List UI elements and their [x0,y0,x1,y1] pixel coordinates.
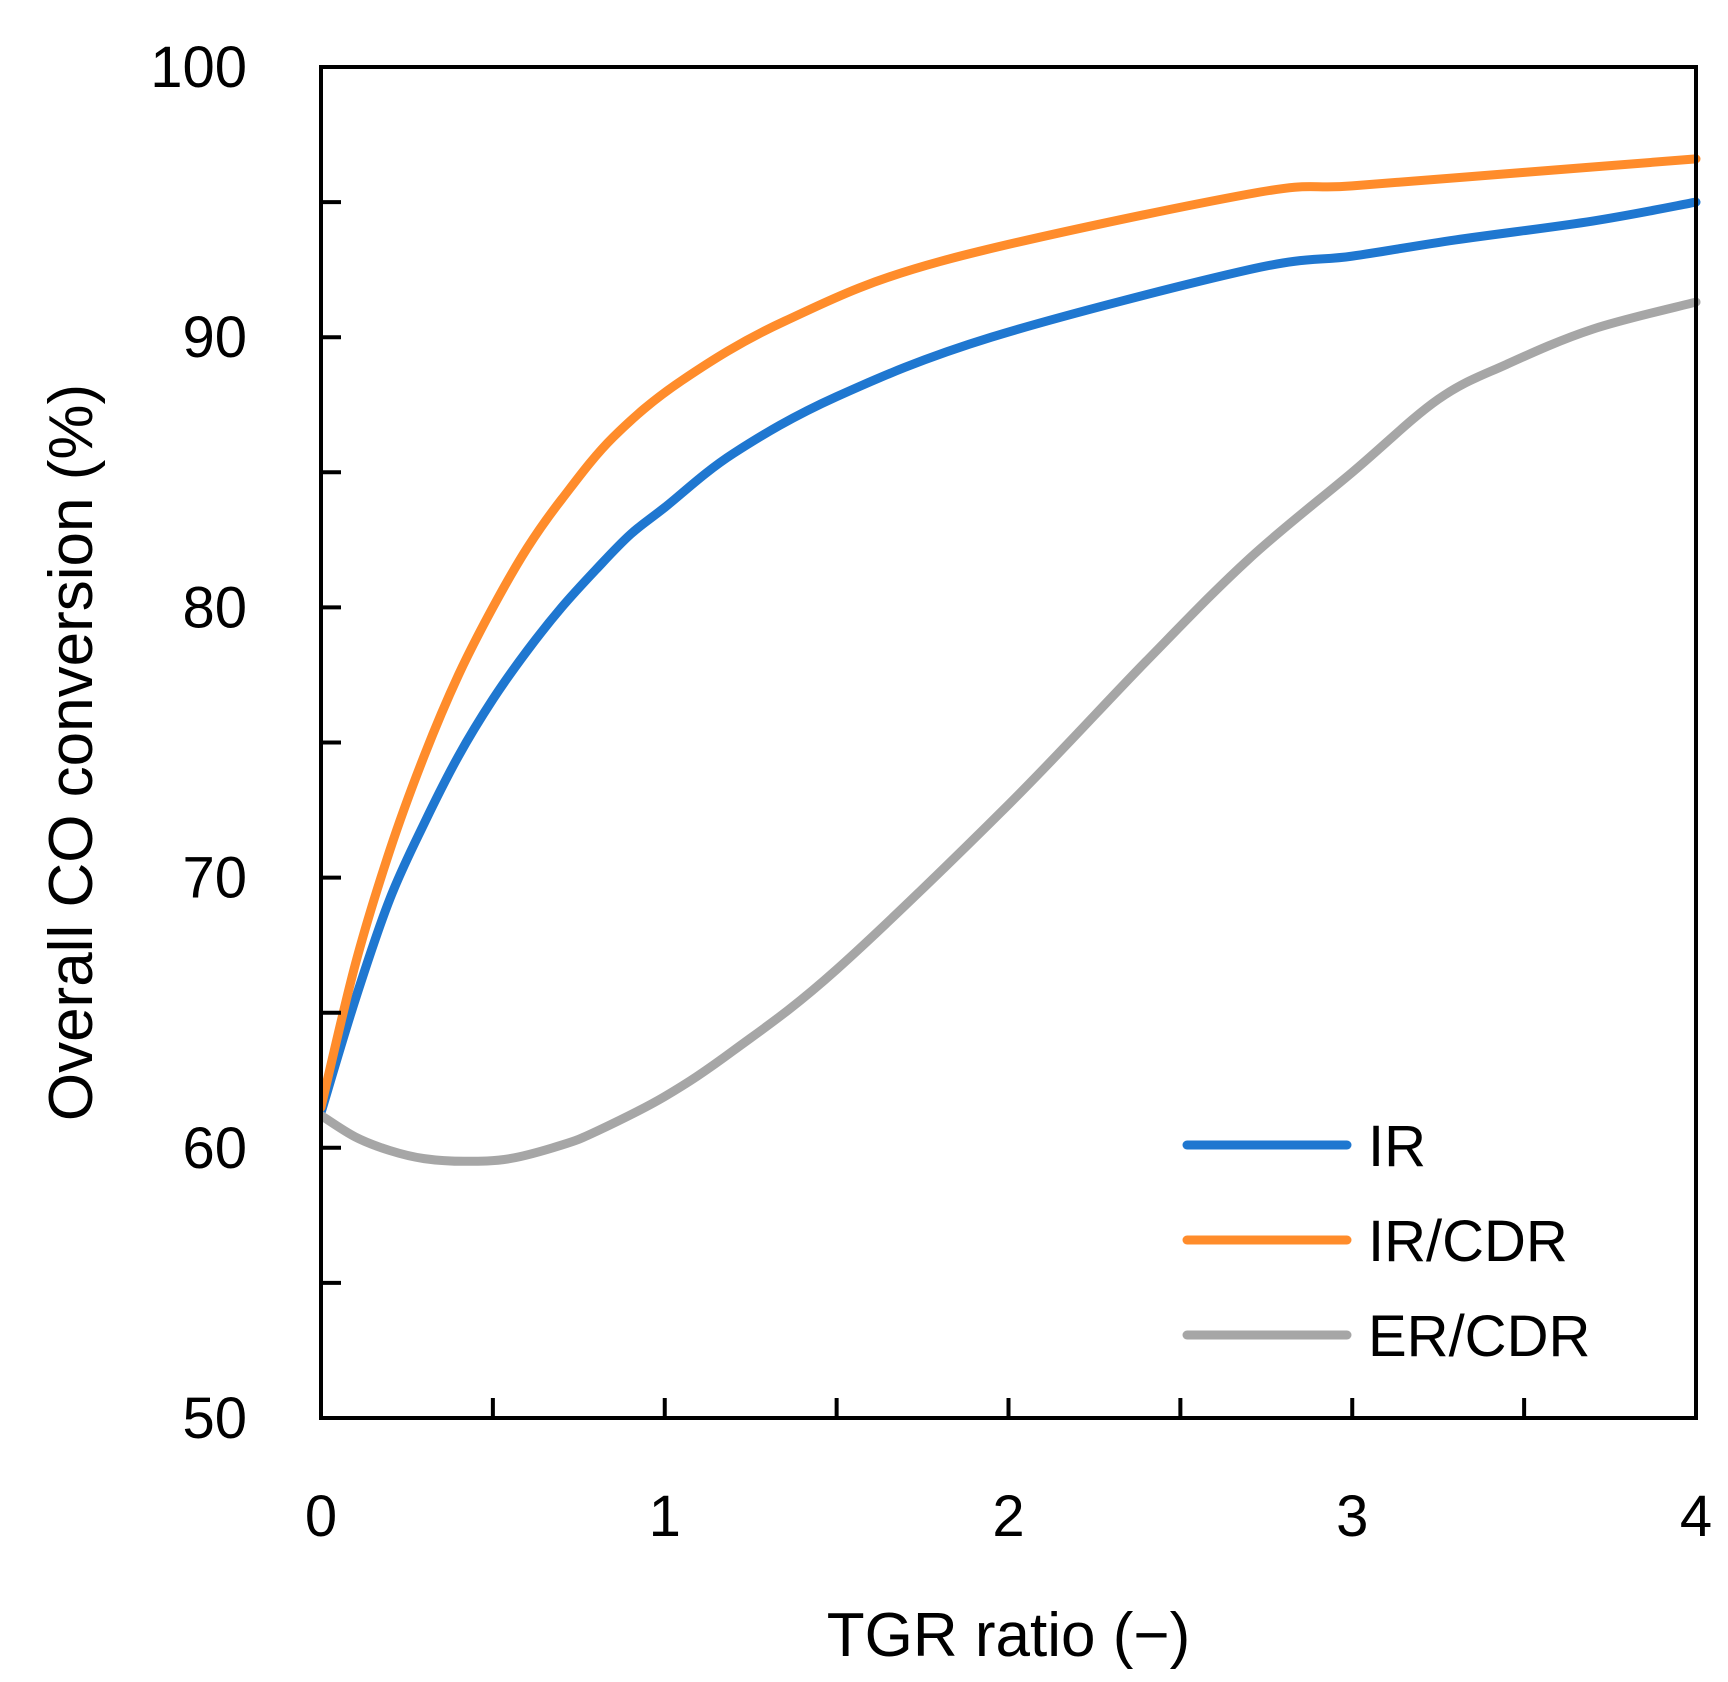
y-tick-label: 90 [182,305,247,370]
series-line-er-cdr [321,297,1701,1166]
x-tick-label: 2 [992,1484,1024,1549]
y-tick-label: 100 [150,35,247,100]
legend-label-ir-cdr: IR/CDR [1368,1209,1568,1274]
ticks-layer [319,65,1698,1420]
series-line-ir [321,197,1701,1118]
series-layer [321,154,1701,1166]
series-line-ir-cdr [321,154,1701,1112]
y-tick-label: 80 [182,575,247,640]
y-tick-label: 70 [182,846,247,911]
x-tick-label: 4 [1680,1484,1712,1549]
y-tick-label: 60 [182,1116,247,1181]
x-tick-label: 0 [305,1484,337,1549]
x-tick-label: 3 [1336,1484,1368,1549]
legend-label-ir: IR [1368,1114,1426,1179]
x-axis-title: TGR ratio (−) [827,1601,1190,1670]
legend-label-er-cdr: ER/CDR [1368,1304,1590,1369]
x-tick-label: 1 [649,1484,681,1549]
tick-labels-layer: 0 1 2 3 4 50 60 70 80 90 100 [150,35,1712,1549]
legend: IR IR/CDR ER/CDR [1182,1114,1590,1369]
y-axis-title: Overall CO conversion (%) [37,384,106,1121]
y-tick-label: 50 [182,1386,247,1451]
